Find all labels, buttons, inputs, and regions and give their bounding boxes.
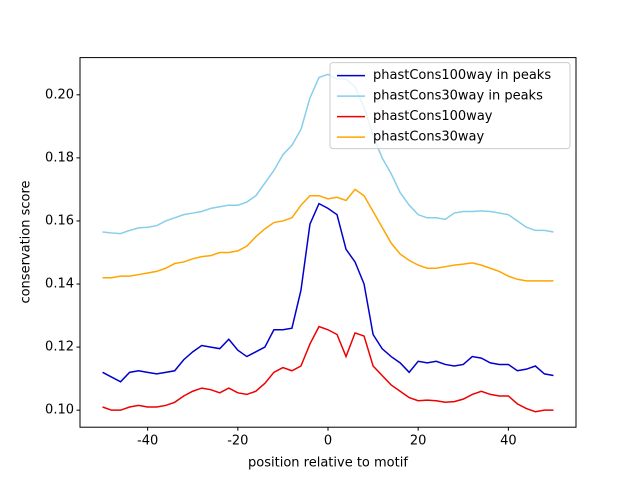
legend-label: phastCons30way in peaks <box>373 89 543 104</box>
y-tick-label: 0.20 <box>45 87 74 102</box>
legend-label: phastCons100way in peaks <box>373 68 551 83</box>
y-tick-label: 0.18 <box>45 150 74 165</box>
legend-label: phastCons100way <box>373 109 493 124</box>
legend-label: phastCons30way <box>373 130 485 145</box>
legend-box <box>329 62 571 150</box>
y-tick-label: 0.10 <box>45 403 74 418</box>
series-line <box>102 73 554 235</box>
x-tick-label: 0 <box>324 434 332 449</box>
series-line <box>102 202 554 383</box>
y-tick-label: 0.14 <box>45 277 74 292</box>
y-tick-label: 0.16 <box>45 213 74 228</box>
x-tick-label: -20 <box>227 434 248 449</box>
series-line <box>102 188 554 282</box>
y-tick-label: 0.12 <box>45 340 74 355</box>
x-axis-label: position relative to motif <box>248 456 408 471</box>
y-axis-label: conservation score <box>19 180 34 303</box>
series-line <box>102 325 554 413</box>
x-tick-label: 20 <box>410 434 427 449</box>
x-tick-label: 40 <box>500 434 517 449</box>
x-tick-label: -40 <box>137 434 158 449</box>
